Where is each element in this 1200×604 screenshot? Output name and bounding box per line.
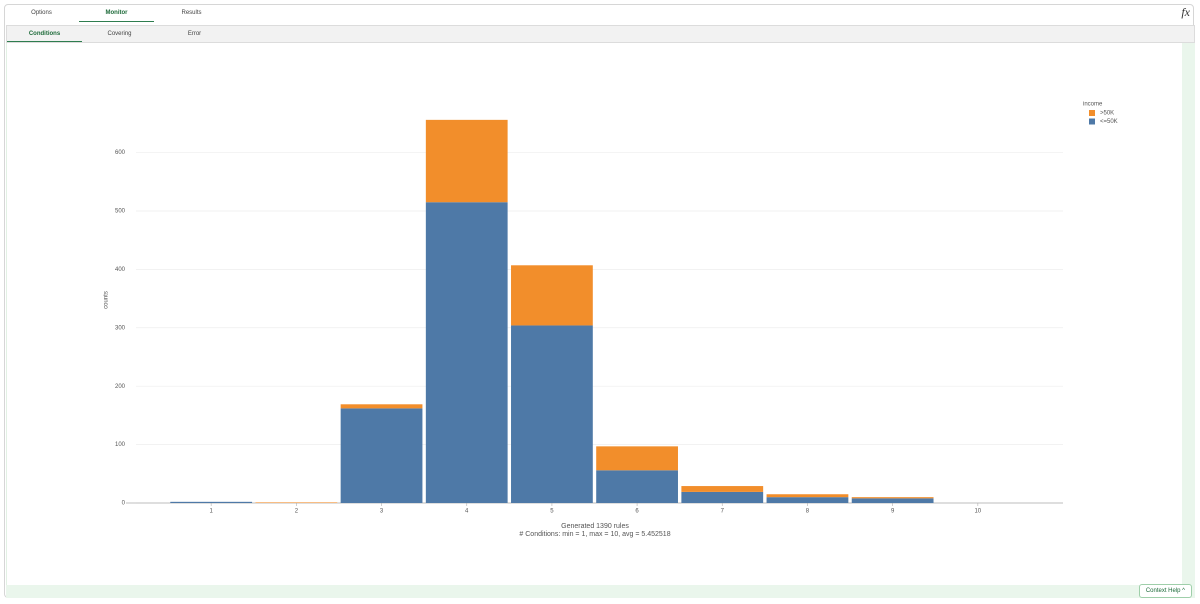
x-tick-label: 5 xyxy=(550,509,554,515)
legend-label: <=50K xyxy=(1100,119,1118,125)
x-tick-label: 3 xyxy=(380,509,384,515)
x-tick-label: 7 xyxy=(721,509,725,515)
bar xyxy=(170,501,253,503)
bar xyxy=(766,494,849,498)
bar xyxy=(425,119,508,203)
bar xyxy=(851,498,934,503)
legend-label: >50K xyxy=(1100,111,1114,117)
x-tick-label: 9 xyxy=(891,509,895,515)
bar xyxy=(425,202,508,503)
bar xyxy=(681,491,764,503)
y-tick-label: 300 xyxy=(115,325,126,331)
x-tick-label: 8 xyxy=(806,509,810,515)
x-tick-label: 10 xyxy=(974,509,981,515)
bar xyxy=(511,265,593,326)
subtab[interactable]: Covering xyxy=(107,31,132,37)
y-tick-label: 400 xyxy=(115,267,126,273)
note: # Conditions: min = 1, max = 10, avg = 5… xyxy=(519,531,670,538)
x-tick-label: 2 xyxy=(295,509,299,515)
x-tick-label: 4 xyxy=(465,509,469,515)
context-help[interactable]: Context Help ^ xyxy=(1138,584,1192,598)
legend-swatch xyxy=(1089,118,1095,125)
content xyxy=(6,43,1195,598)
context-help-label: Context Help xyxy=(1145,588,1181,594)
x-tick-label: 6 xyxy=(635,509,639,515)
legend-swatch xyxy=(1089,110,1095,116)
y-tick-label: 100 xyxy=(115,442,126,448)
y-tick-label: 200 xyxy=(115,384,126,390)
main-tabs: Options Monitor Results xyxy=(4,4,229,22)
bar xyxy=(596,470,678,503)
side-strip xyxy=(1182,43,1195,598)
tab[interactable]: Results xyxy=(181,10,202,16)
bottom-strip xyxy=(6,585,1195,598)
tab[interactable]: Options xyxy=(31,10,52,16)
subtab[interactable]: Error xyxy=(187,31,202,37)
x-axis-label: Generated 1390 rules xyxy=(561,523,629,530)
y-tick-label: 500 xyxy=(115,209,126,215)
tab[interactable]: Monitor xyxy=(79,4,154,22)
legend-title: income xyxy=(1083,102,1103,108)
bar xyxy=(681,486,764,492)
formula-button[interactable]: fx xyxy=(1181,5,1190,19)
bar xyxy=(340,404,423,409)
x-tick-label: 1 xyxy=(210,509,214,515)
y-axis-label: counts xyxy=(104,291,110,309)
subtab[interactable]: Conditions xyxy=(7,26,82,42)
sub-tabs: Conditions Covering Error xyxy=(6,25,1195,43)
bar xyxy=(255,502,338,503)
y-tick-label: 600 xyxy=(115,150,126,156)
bar xyxy=(340,408,423,503)
bar xyxy=(596,446,678,471)
bar xyxy=(851,497,934,499)
bar xyxy=(511,325,593,503)
bar xyxy=(766,497,849,503)
y-tick-label: 0 xyxy=(122,501,126,507)
